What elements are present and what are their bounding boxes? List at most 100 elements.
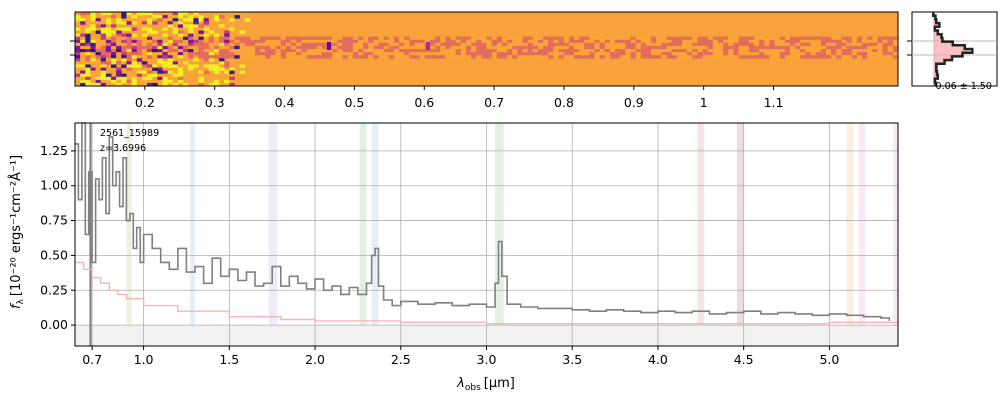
heatmap-cell: [861, 36, 868, 41]
heatmap-cell: [203, 49, 210, 53]
heatmap-cell: [177, 76, 184, 81]
heatmap-cell: [95, 36, 102, 41]
heatmap-cell: [507, 39, 513, 44]
heatmap-cell: [85, 55, 91, 59]
heatmap-cell: [321, 36, 328, 41]
heatmap-cell: [579, 39, 585, 44]
heatmap-cell: [676, 36, 683, 41]
spectrum-2d-heatmap: [70, 11, 899, 87]
heatmap-cell: [800, 39, 806, 44]
heatmap-cell: [455, 55, 462, 59]
heatmap-cell: [625, 36, 631, 41]
heatmap-cell: [244, 49, 251, 53]
heatmap-cell: [177, 52, 184, 56]
heatmap-cell: [224, 36, 230, 41]
heatmap-cell: [491, 42, 498, 47]
heatmap-cell: [507, 52, 513, 56]
heatmap-cell: [162, 18, 168, 22]
heatmap-cell: [311, 42, 318, 47]
heatmap-cell: [85, 12, 91, 16]
heatmap-cell: [435, 36, 441, 41]
heatmap-cell: [105, 15, 112, 19]
heatmap-cell: [352, 36, 359, 41]
heatmap-cell: [651, 36, 657, 41]
heatmap-cell: [219, 39, 225, 44]
heatmap-cell: [635, 55, 642, 59]
heatmap-cell: [183, 12, 189, 16]
heatmap-cell: [537, 45, 544, 50]
heatmap-cell: [702, 42, 709, 47]
heatmap-cell: [496, 49, 503, 53]
heatmap-cell: [712, 49, 719, 53]
heatmap-cell: [337, 42, 343, 47]
heatmap-cell: [573, 39, 580, 44]
heatmap-cell: [882, 36, 889, 41]
heatmap-cell: [213, 45, 220, 50]
heatmap-cell: [347, 36, 354, 41]
heatmap-cell: [337, 45, 343, 50]
heatmap-cell: [141, 45, 148, 50]
heatmap-cell: [378, 42, 385, 47]
heatmap-emission-spot: [426, 42, 430, 50]
heatmap-cell: [892, 52, 899, 56]
heatmap-cell: [548, 39, 554, 44]
heatmap-cell: [661, 42, 667, 47]
heatmap-cell: [265, 45, 271, 50]
heatmap-cell: [460, 45, 467, 50]
heatmap-cell: [275, 52, 282, 56]
heatmap-cell: [671, 42, 678, 47]
heatmap-cell: [399, 36, 405, 41]
heatmap-cell: [85, 33, 91, 38]
heatmap-cell: [157, 36, 163, 41]
heatmap-cell: [188, 67, 194, 71]
heatmap-cell: [188, 36, 194, 41]
heatmap-cell: [224, 33, 230, 38]
heatmap-cell: [805, 52, 811, 56]
heatmap-cell: [219, 42, 225, 47]
heatmap-cell: [383, 39, 390, 44]
heatmap-cell: [136, 39, 143, 44]
heatmap-cell: [75, 70, 81, 75]
heatmap-cell: [517, 39, 523, 44]
heatmap-cell: [465, 45, 472, 50]
heatmap-cell: [486, 49, 493, 53]
heatmap-cell: [111, 45, 117, 50]
heatmap-cell: [471, 36, 477, 41]
heatmap-cell: [306, 36, 313, 41]
heatmap-cell: [517, 49, 523, 53]
heatmap-cell: [141, 76, 148, 81]
heatmap-cell: [867, 55, 873, 59]
heatmap-cell: [723, 49, 729, 53]
heatmap-cell: [537, 36, 544, 41]
heatmap-cell: [795, 36, 801, 41]
heatmap-cell: [167, 52, 174, 56]
heatmap-cell: [234, 15, 240, 19]
heatmap-cell: [671, 49, 678, 53]
heatmap-cell: [208, 18, 215, 22]
heatmap-cell: [743, 39, 750, 44]
heatmap-cell: [136, 82, 143, 87]
heatmap-cell: [861, 45, 868, 50]
heatmap-cell: [177, 61, 184, 65]
heatmap-cell: [435, 45, 441, 50]
heatmap-cell: [399, 49, 405, 53]
heatmap-cell: [738, 45, 745, 50]
heatmap-cell: [409, 36, 415, 41]
spectrum-1d-plot: 0.7 1.0 1.5 2.0 2.5 3.0 3.5 4.0 4.5 5.00.000.250.…: [40, 122, 899, 367]
heatmap-cell: [193, 52, 199, 56]
heatmap-cell: [311, 36, 318, 41]
heatmap-cell: [270, 55, 276, 59]
heatmap-cell: [131, 18, 138, 22]
heatmap-cell: [846, 49, 853, 53]
heatmap-cell: [563, 42, 570, 47]
heatmap-cell: [378, 39, 385, 44]
heatmap-cell: [352, 52, 359, 56]
heatmap-cell: [450, 45, 457, 50]
heatmap-cell: [872, 42, 878, 47]
heatmap-cell: [95, 82, 102, 87]
heatmap-cell: [676, 45, 683, 50]
heatmap-cell: [543, 55, 549, 59]
heatmap-cell: [213, 21, 220, 25]
heatmap-cell: [270, 42, 276, 47]
heatmap-cell: [563, 45, 570, 50]
